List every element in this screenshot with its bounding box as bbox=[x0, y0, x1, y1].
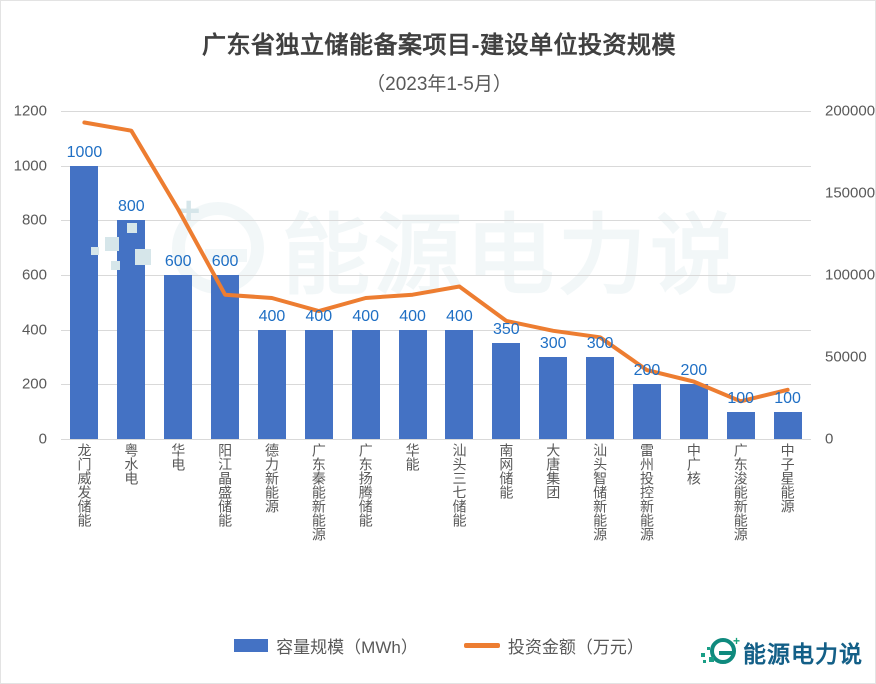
x-axis-label: 雷州投控新能源 bbox=[638, 443, 655, 541]
x-axis-label: 阳江晶盛储能 bbox=[217, 443, 234, 527]
y-axis-right-tick: 100000 bbox=[825, 266, 876, 284]
bar-value-label: 200 bbox=[633, 362, 661, 380]
x-axis-label: 华能 bbox=[404, 443, 421, 471]
bar-value-label: 200 bbox=[680, 362, 708, 380]
x-axis-labels: 龙门威发储能 粤水电 华电 阳江晶盛储能 德力新能源 广东秦能新能源 广东扬腾储能 华能 汕头三… bbox=[61, 443, 811, 623]
bar[interactable] bbox=[295, 111, 342, 439]
bar-value-label: 300 bbox=[539, 335, 567, 352]
bar[interactable] bbox=[436, 111, 483, 439]
bar[interactable] bbox=[624, 111, 671, 439]
y-axis-left-tick: 0 bbox=[38, 430, 47, 448]
bar[interactable] bbox=[155, 111, 202, 439]
x-axis-label: 广东扬腾储能 bbox=[357, 443, 374, 527]
bar[interactable] bbox=[530, 111, 577, 439]
chart-title: 广东省独立储能备案项目-建设单位投资规模 bbox=[202, 32, 676, 59]
bar-value-label: 400 bbox=[399, 307, 426, 325]
brand-text: 能源电力说 bbox=[743, 641, 863, 667]
gridline bbox=[61, 111, 811, 112]
bar-value-label: 400 bbox=[258, 307, 286, 325]
x-axis-label: 中子星能源 bbox=[779, 443, 796, 513]
brand-dots-icon bbox=[701, 647, 714, 665]
bar-value-label: 400 bbox=[446, 307, 473, 325]
x-axis-label: 龙门威发储能 bbox=[76, 443, 93, 527]
x-axis-label: 广东秦能新能源 bbox=[310, 443, 327, 541]
y-axis-left-tick: 400 bbox=[21, 321, 47, 339]
bar[interactable] bbox=[389, 111, 436, 439]
bar-value-label: 800 bbox=[117, 198, 145, 216]
x-axis-label: 大唐集团 bbox=[545, 443, 562, 499]
x-axis-label: 中广核 bbox=[685, 443, 702, 485]
chart-legend: 容量规模（MWh） 投资金额（万元） bbox=[1, 633, 876, 658]
legend-bar-swatch-icon bbox=[234, 639, 269, 652]
x-axis-label: 粤水电 bbox=[123, 443, 140, 485]
bar-value-label: 100 bbox=[774, 389, 801, 407]
bar-value-label: 600 bbox=[164, 253, 192, 270]
y-axis-right-tick: 150000 bbox=[825, 184, 876, 202]
bar-value-label: 100 bbox=[727, 389, 755, 407]
legend-item-capacity[interactable]: 容量规模（MWh） bbox=[234, 633, 418, 658]
y-axis-right-tick: 0 bbox=[825, 430, 834, 448]
bar-value-label: 350 bbox=[492, 321, 520, 339]
bar-value-label: 1000 bbox=[66, 143, 103, 161]
x-axis-label: 华电 bbox=[170, 443, 187, 471]
legend-line-swatch-icon bbox=[463, 643, 500, 648]
gridline bbox=[61, 439, 811, 440]
x-axis-label: 广东浚能新能源 bbox=[732, 443, 749, 541]
y-axis-left-tick: 600 bbox=[21, 266, 47, 284]
bar[interactable] bbox=[764, 111, 811, 439]
bar[interactable] bbox=[202, 111, 249, 439]
bar-series bbox=[61, 111, 811, 439]
bar-value-label: 600 bbox=[211, 253, 239, 270]
bar[interactable] bbox=[342, 111, 389, 439]
x-axis-label: 汕头智储新能源 bbox=[592, 443, 609, 541]
brand-plus-icon: + bbox=[732, 634, 740, 648]
chart-subtitle: （2023年1-5月） bbox=[366, 74, 512, 95]
x-axis-label: 南网储能 bbox=[498, 443, 515, 499]
y-axis-left-tick: 1000 bbox=[13, 157, 47, 175]
plot-area: 1000 800 600 600 400 400 400 400 400 350 300 300 200… bbox=[61, 111, 811, 440]
y-axis-right-tick: 50000 bbox=[825, 348, 867, 366]
bar[interactable] bbox=[108, 111, 155, 439]
bar-value-label: 300 bbox=[586, 335, 614, 352]
bar[interactable] bbox=[670, 111, 717, 439]
x-axis-label: 德力新能源 bbox=[263, 443, 280, 513]
bar[interactable] bbox=[249, 111, 296, 439]
bar-value-label: 400 bbox=[305, 307, 333, 325]
y-axis-left-tick: 200 bbox=[21, 375, 47, 393]
legend-label-capacity: 容量规模（MWh） bbox=[276, 638, 418, 657]
legend-label-investment: 投资金额（万元） bbox=[507, 638, 644, 657]
y-axis-left: 0 200 400 600 800 1000 1200 bbox=[3, 103, 55, 448]
bar[interactable] bbox=[717, 111, 764, 439]
bar[interactable] bbox=[483, 111, 530, 439]
y-axis-left-tick: 1200 bbox=[13, 102, 47, 120]
bar[interactable] bbox=[577, 111, 624, 439]
bar-value-label: 400 bbox=[352, 307, 380, 325]
y-axis-right: 0 50000 100000 150000 200000 bbox=[819, 103, 876, 448]
brand-logo: + 能源电力说 bbox=[701, 635, 863, 669]
y-axis-left-tick: 800 bbox=[21, 211, 47, 229]
brand-e-icon: + bbox=[701, 635, 740, 667]
legend-item-investment[interactable]: 投资金额（万元） bbox=[463, 633, 644, 658]
y-axis-right-tick: 200000 bbox=[825, 102, 876, 120]
x-axis-label: 汕头三七储能 bbox=[451, 443, 468, 527]
